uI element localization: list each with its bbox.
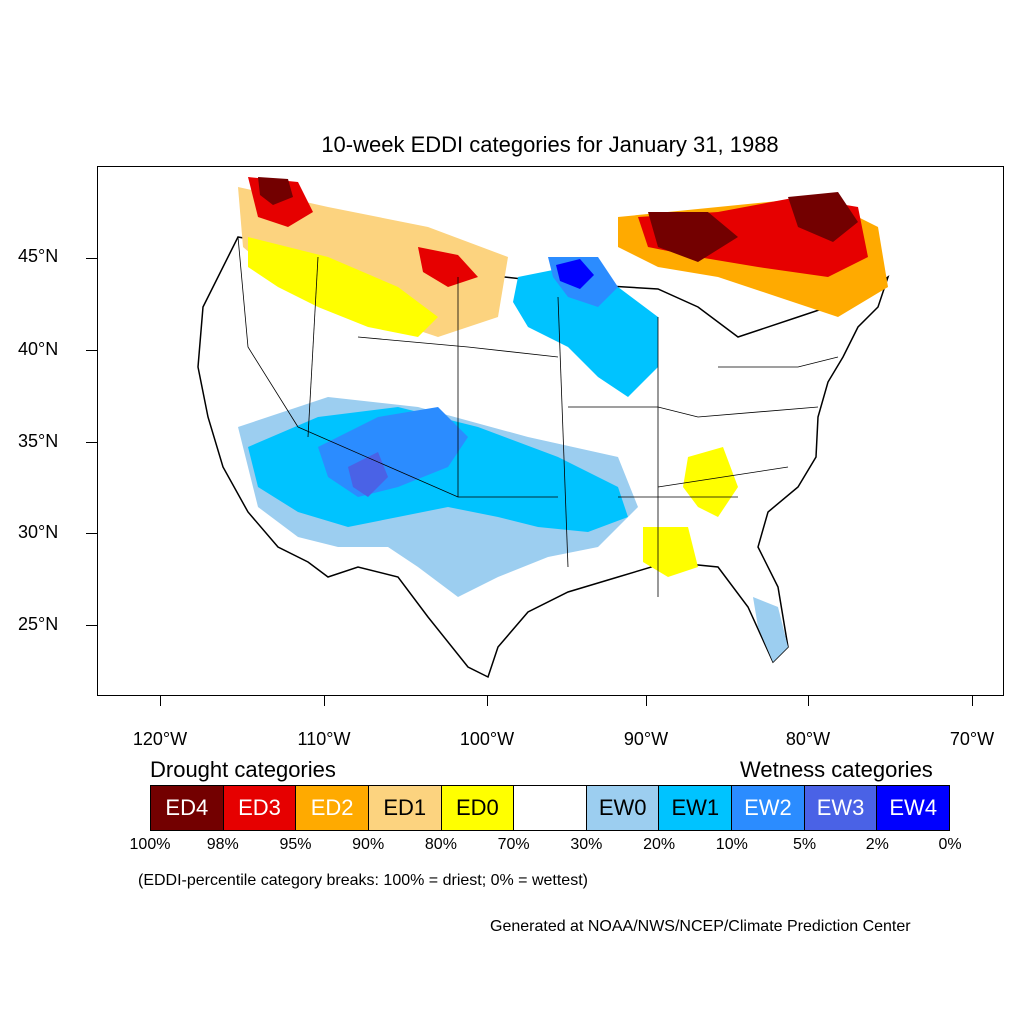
lat-label-25n: 25°N (18, 614, 59, 634)
lon-label-80w: 80°W (785, 729, 831, 749)
legend-break-label: 0% (938, 836, 962, 853)
ed1-region-northwest (238, 187, 508, 337)
ed4-region-canada (648, 212, 738, 262)
legend-swatch-ew1: EW1 (659, 786, 733, 830)
lon-tick-80w (808, 696, 809, 706)
legend-break-label: 70% (497, 836, 530, 853)
legend-swatch-neutral (514, 786, 587, 830)
ed0-region-northwest (248, 237, 438, 337)
category-note: (EDDI-percentile category breaks: 100% =… (138, 872, 588, 889)
wetness-heading: Wetness categories (740, 757, 933, 782)
lat-label-40n: 40°N (18, 339, 59, 359)
ed0-region-southeast (683, 447, 738, 517)
lat-tick-45n (86, 258, 97, 259)
map-canvas (197, 177, 890, 679)
legend-swatch-ed3: ED3 (223, 786, 297, 830)
lat-tick-25n (86, 625, 97, 626)
legend-break-label: 2% (865, 836, 889, 853)
legend-break-label: 10% (715, 836, 748, 853)
legend-swatch-ed1: ED1 (368, 786, 442, 830)
credit-text: Generated at NOAA/NWS/NCEP/Climate Predi… (490, 918, 911, 935)
lat-tick-30n (86, 533, 97, 534)
legend-break-label: 100% (129, 836, 171, 853)
ed4-region-idaho (258, 177, 293, 205)
legend-swatch-ed4: ED4 (151, 786, 224, 830)
lon-label-90w: 90°W (623, 729, 669, 749)
lon-tick-70w (972, 696, 973, 706)
lon-label-110w: 110°W (297, 729, 351, 749)
ew0-region-florida (753, 597, 788, 662)
lon-tick-100w (487, 696, 488, 706)
lon-tick-110w (324, 696, 325, 706)
lat-label-30n: 30°N (18, 522, 59, 542)
legend-swatch-ew3: EW3 (804, 786, 878, 830)
legend-break-label: 90% (352, 836, 385, 853)
ed0-region-alabama (643, 527, 698, 577)
legend-swatch-ed0: ED0 (441, 786, 515, 830)
lon-tick-90w (646, 696, 647, 706)
ed3-region-montana (418, 247, 478, 287)
eddi-map (97, 166, 1004, 696)
map-title: 10-week EDDI categories for January 31, … (321, 132, 779, 157)
lat-tick-35n (86, 442, 97, 443)
state-borders (237, 236, 839, 597)
legend-swatch-ew2: EW2 (732, 786, 805, 830)
legend-break-label: 30% (570, 836, 603, 853)
ew3-region-fourcorners (348, 452, 388, 497)
ed4-region-quebec (788, 192, 858, 242)
lat-label-35n: 35°N (18, 431, 59, 451)
lon-label-100w: 100°W (459, 729, 515, 749)
legend-swatch-ed2: ED2 (296, 786, 369, 830)
legend-swatch-ew4: EW4 (877, 786, 950, 830)
lon-label-120w: 120°W (132, 729, 188, 749)
drought-heading: Drought categories (150, 757, 336, 782)
ew4-region-minnesota (556, 259, 594, 289)
legend-swatch-ew0: EW0 (586, 786, 660, 830)
legend-color-bar: ED4 ED3 ED2 ED1 ED0 EW0 EW1 EW2 EW3 EW4 (150, 785, 950, 831)
legend-break-label: 95% (279, 836, 312, 853)
legend-break-label: 98% (206, 836, 239, 853)
ew1-region-greatlakes (513, 267, 658, 397)
legend-break-label: 80% (424, 836, 457, 853)
legend-break-label: 20% (643, 836, 676, 853)
lat-tick-40n (86, 350, 97, 351)
legend-break-label: 5% (792, 836, 817, 853)
lat-label-45n: 45°N (18, 246, 59, 266)
lon-tick-120w (160, 696, 161, 706)
lon-label-70w: 70°W (949, 729, 995, 749)
